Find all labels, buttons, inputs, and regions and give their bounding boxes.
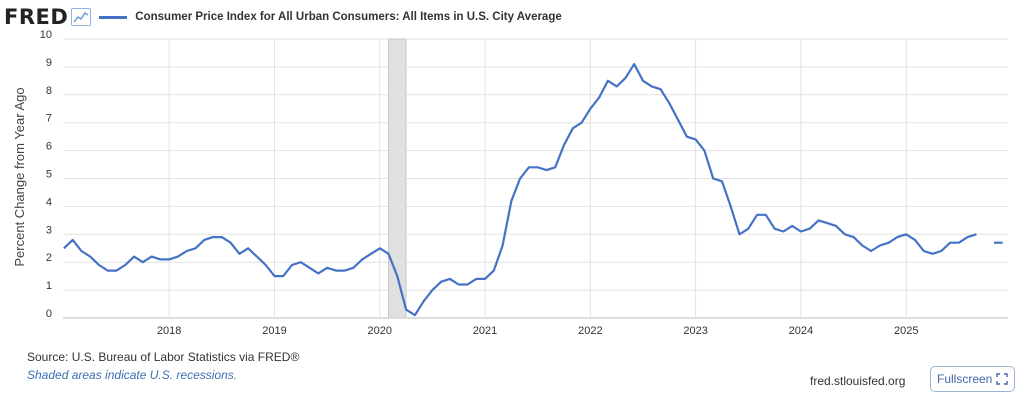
source-text: Source: U.S. Bureau of Labor Statistics …	[27, 350, 300, 364]
y-axis-tick-labels: 0 1 2 3 4 5 6 7 8 9 10	[40, 29, 52, 320]
legend-swatch	[99, 15, 128, 19]
y-tick-label: 0	[46, 308, 52, 320]
y-tick-label: 7	[46, 113, 52, 125]
x-tick-label: 2018	[157, 325, 181, 337]
line-chart[interactable]: 0 1 2 3 4 5 6 7 8 9 10 2018 2019 2020 2021 2022 2023 202…	[0, 0, 1024, 345]
y-tick-label: 3	[46, 224, 52, 236]
recession-note: Shaded areas indicate U.S. recessions.	[27, 368, 238, 382]
fullscreen-button[interactable]: Fullscreen	[930, 366, 1016, 392]
grid-lines	[63, 38, 1008, 319]
site-link[interactable]: fred.stlouisfed.org	[810, 374, 906, 388]
x-tick-label: 2020	[368, 325, 392, 337]
y-tick-label: 2	[46, 252, 52, 264]
x-tick-label: 2024	[789, 325, 813, 337]
chart-header: FRED Consumer Price Index for All Urban …	[4, 4, 562, 30]
fred-graph-icon	[71, 8, 92, 26]
x-tick-label: 2022	[578, 325, 602, 337]
x-axis-tick-labels: 2018 2019 2020 2021 2022 2023 2024 2025	[157, 325, 919, 337]
series-line	[63, 62, 977, 317]
recession-bands	[388, 38, 407, 319]
y-tick-label: 9	[46, 57, 52, 69]
fullscreen-icon	[996, 373, 1009, 385]
y-tick-label: 4	[46, 196, 52, 208]
y-tick-label: 5	[46, 169, 52, 181]
chart-legend: Consumer Price Index for All Urban Consu…	[99, 11, 562, 23]
y-axis-label: Percent Change from Year Ago	[12, 87, 27, 266]
y-tick-label: 8	[46, 85, 52, 97]
series-lines	[63, 62, 1003, 317]
y-tick-label: 1	[46, 280, 52, 292]
x-tick-label: 2023	[683, 325, 707, 337]
legend-label: Consumer Price Index for All Urban Consu…	[135, 11, 562, 23]
recession-band	[388, 38, 407, 319]
x-tick-label: 2021	[473, 325, 497, 337]
fred-logo[interactable]: FRED	[4, 5, 69, 29]
y-tick-label: 10	[40, 29, 52, 41]
x-tick-label: 2019	[262, 325, 286, 337]
x-tick-label: 2025	[894, 325, 918, 337]
fullscreen-label: Fullscreen	[937, 372, 993, 386]
y-tick-label: 6	[46, 141, 52, 153]
